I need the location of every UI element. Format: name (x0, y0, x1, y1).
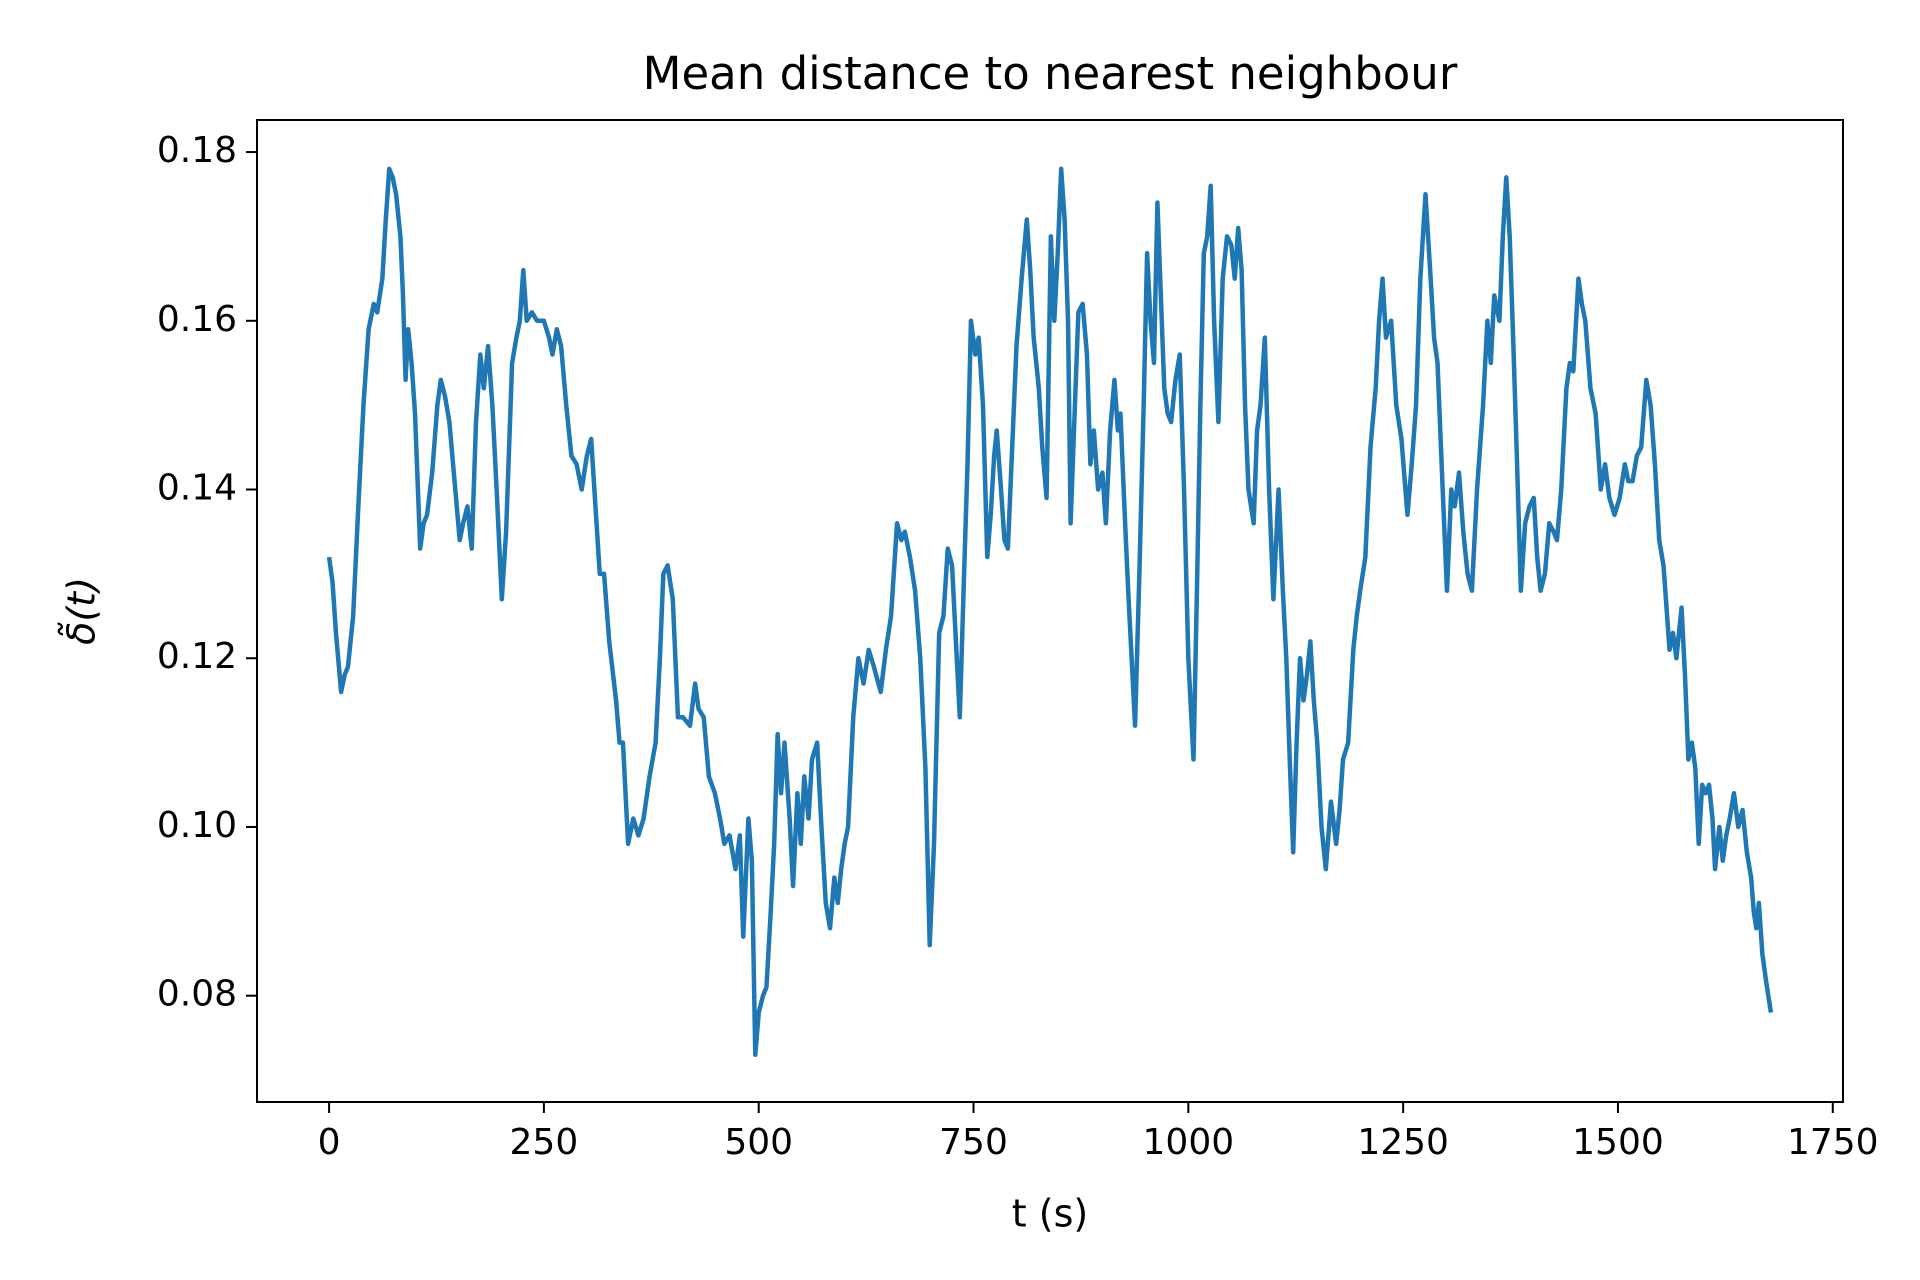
y-tick-label: 0.12 (157, 636, 237, 677)
x-tick-label: 0 (318, 1122, 341, 1163)
y-tick-label: 0.16 (157, 299, 237, 340)
y-tick-label: 0.10 (157, 805, 237, 846)
x-tick-label: 1500 (1572, 1122, 1664, 1163)
data-line (326, 166, 1774, 1058)
x-tick-label: 500 (724, 1122, 793, 1163)
x-tick-label: 1000 (1143, 1122, 1235, 1163)
y-tick-label: 0.14 (157, 468, 237, 509)
y-tick-label: 0.08 (157, 974, 237, 1015)
x-tick-label: 750 (939, 1122, 1008, 1163)
plot-frame (256, 119, 1844, 1103)
x-tick-label: 1750 (1787, 1122, 1879, 1163)
x-tick-label: 250 (510, 1122, 579, 1163)
x-axis-label: t (s) (1012, 1192, 1088, 1236)
y-tick-label: 0.18 (157, 130, 237, 171)
chart-title: Mean distance to nearest neighbour (643, 47, 1458, 100)
y-axis-label: δ̃(t) (59, 577, 104, 645)
x-tick-label: 1250 (1357, 1122, 1449, 1163)
